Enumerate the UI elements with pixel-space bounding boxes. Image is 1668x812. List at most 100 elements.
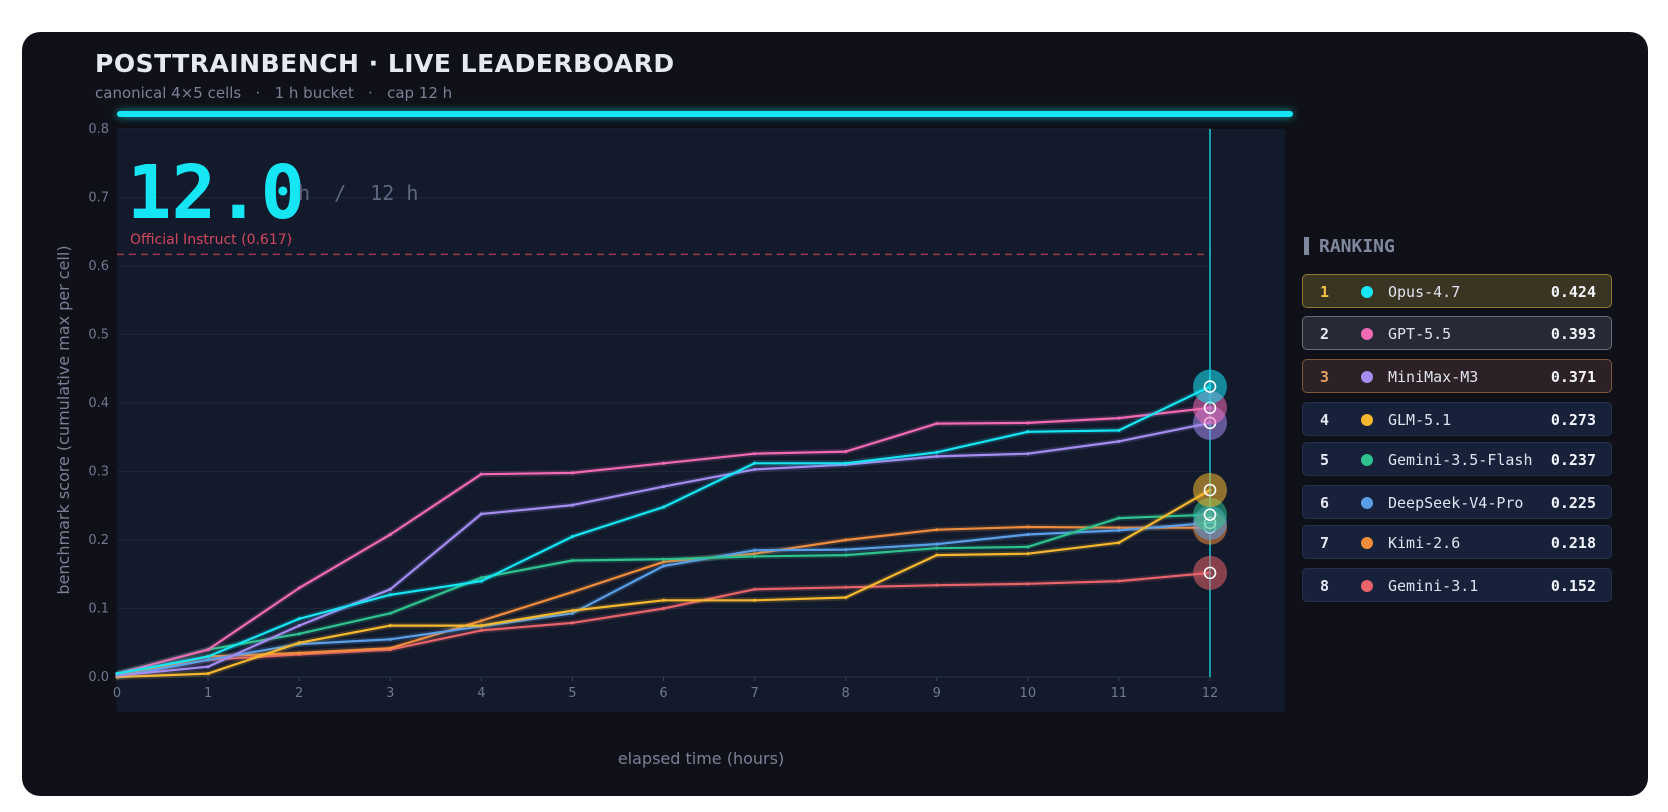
data-point-minimax-m3 [1026,452,1030,456]
y-tick-label: 0.8 [88,122,109,137]
y-tick-label: 0.2 [88,533,109,548]
series-color-dot [1361,454,1373,466]
model-name: GPT-5.5 [1388,325,1452,343]
data-point-gemini-3-5-flash [479,576,483,580]
end-marker-glm-5-1 [1203,483,1217,497]
y-tick-label: 0.0 [88,670,109,685]
end-halo-glm-5-1 [1193,472,1227,507]
data-point-opus-4-7 [1117,428,1121,432]
data-point-gemini-3-5-flash [388,611,392,615]
official-instruct-label: Official Instruct (0.617) [130,232,292,248]
data-point-gemini-3-1 [570,621,575,625]
data-point-minimax-m3 [1117,439,1121,443]
x-axis-title: elapsed time (hours) [618,749,784,768]
model-name: GLM-5.1 [1388,411,1452,429]
rank-number: 4 [1320,411,1330,429]
data-point-glm-5-1 [479,624,483,628]
end-marker-gemini-3-5-flash [1203,508,1217,521]
elapsed-progress-bar [117,111,1293,117]
model-score: 0.237 [1550,451,1596,469]
data-point-kimi-2-6 [661,560,666,564]
data-point-kimi-2-6 [388,646,392,650]
model-score: 0.225 [1550,494,1596,512]
series-color-dot [1361,537,1373,549]
data-point-glm-5-1 [1026,552,1030,556]
model-score: 0.152 [1550,577,1596,595]
model-name: Gemini-3.5-Flash [1388,451,1533,469]
data-point-kimi-2-6 [479,619,483,623]
data-point-kimi-2-6 [935,528,939,532]
elapsed-progress-fill [117,111,1293,117]
ranking-row: 8 Gemini-3.1 0.152 [1302,568,1612,602]
data-point-glm-5-1 [388,624,392,628]
data-point-minimax-m3 [752,467,757,472]
data-point-opus-4-7 [297,617,301,621]
data-point-minimax-m3 [206,665,210,669]
series-end-markers [1193,369,1227,590]
rank-number: 1 [1320,283,1330,301]
data-point-gpt-5-5 [206,648,210,652]
data-point-deepseek-v4-pro [661,564,666,568]
rank-number: 5 [1320,451,1330,469]
data-point-minimax-m3 [479,512,483,516]
ranking-panel: RANKING 1 Opus-4.7 0.424 2 GPT-5.5 0.393 3 Mini… [1302,232,1616,602]
model-name: Gemini-3.1 [1388,577,1479,595]
data-point-deepseek-v4-pro [388,637,392,641]
y-tick-label: 0.5 [88,328,109,343]
data-point-gemini-3-1 [1026,582,1030,586]
model-score: 0.273 [1550,411,1596,429]
ranking-row: 1 Opus-4.7 0.424 [1302,274,1612,308]
data-point-gpt-5-5 [661,461,666,465]
data-point-glm-5-1 [206,671,210,676]
data-point-minimax-m3 [570,503,575,507]
data-point-kimi-2-6 [297,651,301,655]
series-lines [115,383,1212,680]
ranking-title: RANKING [1304,232,1616,262]
data-point-deepseek-v4-pro [206,658,210,662]
data-point-opus-4-7 [206,654,210,659]
data-point-deepseek-v4-pro [752,548,757,552]
data-point-glm-5-1 [935,553,939,557]
series-color-dot [1361,328,1373,340]
data-point-gpt-5-5 [752,452,757,456]
ranking-title-bar [1304,237,1309,255]
data-point-glm-5-1 [844,595,848,600]
leaderboard-card: POSTTRAINBENCH · LIVE LEADERBOARD canoni… [22,32,1648,796]
data-point-gemini-3-5-flash [297,632,301,636]
data-point-gemini-3-1 [752,587,757,591]
data-point-gemini-3-1 [1117,579,1121,583]
data-point-gemini-3-5-flash [570,558,575,563]
rank-number: 6 [1320,494,1330,512]
data-point-gpt-5-5 [1117,416,1121,420]
series-color-dot [1361,286,1373,298]
end-halo-gemini-3-1 [1193,555,1227,590]
data-point-deepseek-v4-pro [935,542,939,546]
ranking-row: 7 Kimi-2.6 0.218 [1302,525,1612,559]
data-point-gemini-3-5-flash [935,546,939,550]
series-color-dot [1361,371,1373,383]
x-tick-label: 1 [204,686,212,701]
model-score: 0.218 [1550,534,1596,552]
data-point-gpt-5-5 [570,471,575,475]
x-tick-label: 3 [386,686,394,701]
data-point-gpt-5-5 [844,450,848,454]
series-color-dot [1361,497,1373,509]
rank-number: 3 [1320,368,1330,386]
data-point-kimi-2-6 [570,590,575,594]
data-point-gpt-5-5 [1026,421,1030,425]
model-score: 0.424 [1550,283,1596,301]
ranking-row: 3 MiniMax-M3 0.371 [1302,359,1612,393]
data-point-kimi-2-6 [1026,525,1030,529]
x-tick-label: 4 [477,686,485,701]
data-point-opus-4-7 [1026,430,1030,434]
data-point-gemini-3-5-flash [1026,545,1030,549]
ranking-row: 5 Gemini-3.5-Flash 0.237 [1302,442,1612,476]
data-point-opus-4-7 [115,671,119,676]
data-point-minimax-m3 [297,624,301,628]
rank-number: 2 [1320,325,1330,343]
y-tick-label: 0.1 [88,602,109,617]
data-point-gemini-3-1 [479,628,483,633]
data-point-minimax-m3 [935,454,939,459]
data-point-kimi-2-6 [752,552,757,556]
x-tick-label: 6 [659,686,667,701]
